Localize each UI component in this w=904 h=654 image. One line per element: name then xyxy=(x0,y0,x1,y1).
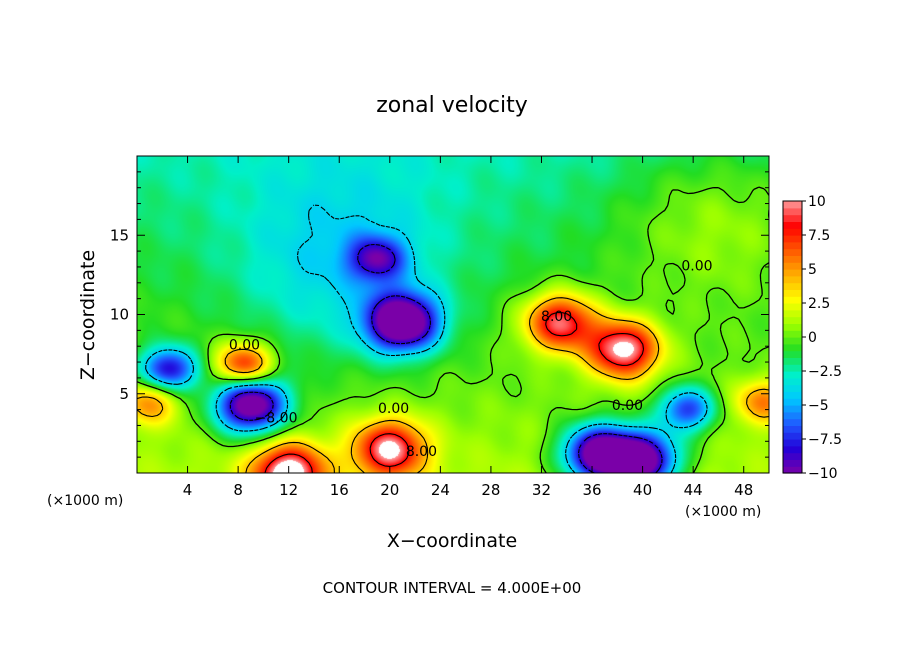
colorbar-swatch xyxy=(783,207,802,216)
colorbar-tick-label: −5 xyxy=(808,398,829,414)
colorbar-tick-label: −10 xyxy=(808,466,838,482)
x-tick-label: 4 xyxy=(183,481,193,499)
contour-label-4: 8.00 xyxy=(541,309,572,325)
colorbar-tick-label: 2.5 xyxy=(808,296,830,312)
colorbar-swatch xyxy=(783,269,802,277)
colorbar-swatch xyxy=(783,337,802,345)
contour-line-pos4 xyxy=(137,297,769,473)
contour-line-neg8 xyxy=(229,243,663,473)
contour-label-1: −8.00 xyxy=(255,411,298,427)
colorbar-tick-label: 10 xyxy=(808,194,826,210)
colorbar-swatch xyxy=(783,350,802,358)
contour-lines xyxy=(137,186,769,473)
x-tick-label: 16 xyxy=(330,481,349,499)
colorbar-swatch xyxy=(783,323,802,331)
colorbar-swatch xyxy=(783,398,802,406)
colorbar-tick-label: −7.5 xyxy=(808,432,842,448)
colorbar-swatch xyxy=(783,405,802,413)
contour-line-pos8 xyxy=(264,311,645,473)
x-tick-label: 44 xyxy=(684,481,703,499)
y-axis-ticks: 5 10 15 xyxy=(110,171,769,458)
colorbar-swatch xyxy=(783,377,802,386)
colorbar-swatch xyxy=(783,391,802,399)
x-axis-label: X−coordinate xyxy=(387,530,517,552)
colorbar-swatch xyxy=(783,221,802,229)
colorbar: 10 7.5 5 2.5 0 −2.5 −5 −7.5 −10 xyxy=(782,194,842,482)
colorbar-swatch xyxy=(783,235,802,243)
colorbar-swatch xyxy=(783,248,802,256)
x-unit-label-left: (×1000 m) xyxy=(47,493,123,509)
x-tick-label: 24 xyxy=(431,481,450,499)
colorbar-swatch xyxy=(783,214,802,222)
contour-interval-note: CONTOUR INTERVAL = 4.000E+00 xyxy=(323,579,582,597)
colorbar-swatch xyxy=(783,371,802,379)
colorbar-swatches xyxy=(783,201,802,474)
colorbar-tick-label: 0 xyxy=(808,330,817,346)
contour-line-neg4 xyxy=(145,204,708,473)
x-axis-ticks: 4 8 12 16 20 24 28 32 36 40 44 48 xyxy=(183,156,753,499)
heatmap-field xyxy=(137,156,769,473)
colorbar-swatch xyxy=(783,275,802,284)
colorbar-swatch xyxy=(783,452,802,460)
colorbar-swatch xyxy=(783,282,802,290)
y-tick-label: 15 xyxy=(110,226,129,244)
y-tick-label: 10 xyxy=(110,306,129,324)
colorbar-swatch xyxy=(783,228,802,236)
colorbar-swatch xyxy=(783,459,802,467)
contour-label-3: 8.00 xyxy=(406,444,437,460)
contour-label-2: 0.00 xyxy=(378,401,409,417)
colorbar-ticks: 10 7.5 5 2.5 0 −2.5 −5 −7.5 −10 xyxy=(802,194,842,482)
colorbar-swatch xyxy=(783,384,802,392)
colorbar-swatch xyxy=(783,445,802,454)
contour-label-0: 0.00 xyxy=(229,338,260,354)
chart-title: zonal velocity xyxy=(376,93,528,118)
colorbar-swatch xyxy=(783,439,802,447)
colorbar-swatch xyxy=(783,418,802,426)
x-tick-label: 28 xyxy=(481,481,500,499)
x-tick-label: 12 xyxy=(279,481,298,499)
contour-label-6: 0.00 xyxy=(681,258,712,274)
colorbar-swatch xyxy=(783,289,802,297)
colorbar-swatch xyxy=(783,466,802,474)
contour-labels: 0.00 −8.00 0.00 8.00 8.00 0.00 0.00 xyxy=(229,258,713,459)
colorbar-swatch xyxy=(783,425,802,433)
colorbar-tick-label: −2.5 xyxy=(808,364,842,380)
colorbar-swatch xyxy=(783,364,802,372)
x-unit-label-right: (×1000 m) xyxy=(685,504,761,520)
x-tick-label: 48 xyxy=(734,481,753,499)
colorbar-swatch xyxy=(783,411,802,420)
colorbar-tick-label: 5 xyxy=(808,262,817,278)
colorbar-swatch xyxy=(783,343,802,352)
colorbar-swatch xyxy=(783,241,802,250)
x-tick-label: 32 xyxy=(532,481,551,499)
y-axis-label: Z−coordinate xyxy=(77,250,99,380)
colorbar-swatch xyxy=(783,316,802,324)
colorbar-swatch xyxy=(783,330,802,338)
colorbar-tick-label: 7.5 xyxy=(808,228,830,244)
colorbar-swatch xyxy=(783,309,802,318)
colorbar-swatch xyxy=(783,303,802,311)
colorbar-swatch xyxy=(783,357,802,365)
contour-label-5: 0.00 xyxy=(612,398,643,414)
colorbar-swatch xyxy=(783,201,802,209)
x-tick-label: 20 xyxy=(380,481,399,499)
x-tick-label: 36 xyxy=(582,481,601,499)
x-tick-label: 8 xyxy=(233,481,243,499)
colorbar-swatch xyxy=(783,432,802,440)
colorbar-swatch xyxy=(783,255,802,263)
x-tick-label: 40 xyxy=(633,481,652,499)
colorbar-swatch xyxy=(783,296,802,304)
colorbar-swatch xyxy=(783,262,802,270)
y-tick-label: 5 xyxy=(119,385,129,403)
contour-line-pos0 xyxy=(137,186,769,473)
plot-area: 0.00−8.000.008.008.000.000.00 4 8 12 16 20 24… xyxy=(110,155,770,499)
